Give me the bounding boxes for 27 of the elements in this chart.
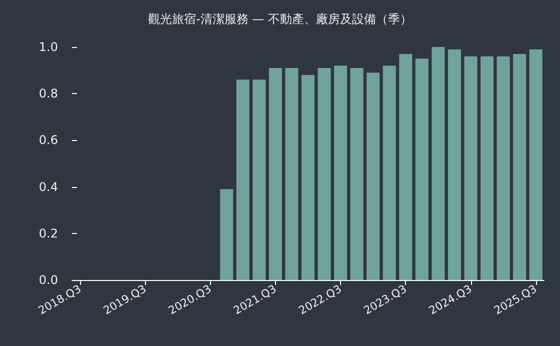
chart-title: 觀光旅宿-清潔服務 — 不動產、廠房及設備（季） [148,12,412,26]
bar [399,54,412,280]
bar [268,68,282,280]
y-tick-label: 0.8 [38,86,58,101]
bar [236,80,250,280]
y-tick-label: 0.4 [38,180,58,194]
bar [318,68,331,280]
bar [285,68,298,280]
bar [513,54,526,280]
bar [432,47,445,280]
bar [464,56,478,280]
y-tick-label: 0.2 [38,226,58,240]
bar [301,74,315,280]
bar [415,58,428,280]
bar [334,66,348,280]
bar [220,189,234,280]
bar [496,56,510,280]
y-tick-label: 0.6 [38,133,58,148]
bar [350,68,364,280]
bar [529,49,542,280]
bar [480,56,494,280]
bar [252,80,266,280]
bar [382,66,396,280]
bar [366,72,380,280]
bar [448,49,461,280]
y-tick-label: 0.0 [38,273,58,287]
y-tick-label: 1.0 [38,40,58,54]
